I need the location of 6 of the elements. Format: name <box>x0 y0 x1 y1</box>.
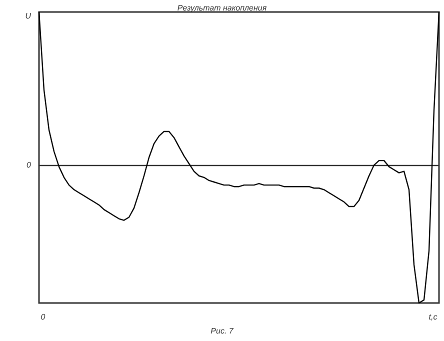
text: Рис. 7 <box>210 326 234 336</box>
text: 0 <box>26 160 32 170</box>
y-axis-title: U <box>25 12 32 20</box>
chart-title: Результат накопления <box>177 4 268 12</box>
text: 0 <box>40 312 46 322</box>
x-axis-title: t,c <box>428 312 438 322</box>
